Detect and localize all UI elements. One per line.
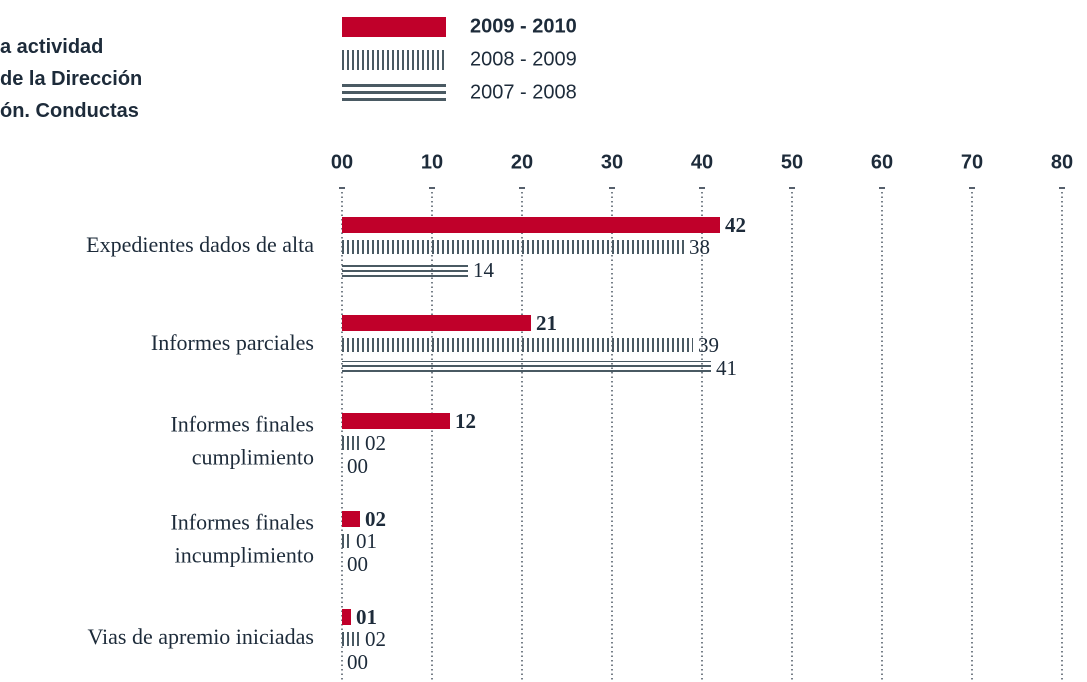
legend-label: 2009 - 2010	[470, 15, 577, 37]
bar	[342, 263, 468, 277]
x-tick-label: 80	[1051, 151, 1073, 173]
category-label: Vias de apremio iniciadas	[87, 624, 314, 649]
bar	[342, 609, 351, 625]
bar	[342, 413, 450, 429]
value-label: 21	[536, 311, 557, 335]
bar	[342, 240, 684, 254]
legend-swatch	[342, 50, 446, 70]
bar	[342, 534, 351, 548]
bar	[342, 632, 360, 646]
value-label: 02	[365, 431, 386, 455]
value-label: 38	[689, 235, 710, 259]
x-tick-label: 30	[601, 151, 623, 173]
value-label: 39	[698, 333, 719, 357]
value-label: 00	[347, 454, 368, 478]
value-label: 02	[365, 507, 386, 531]
x-tick-label: 10	[421, 151, 443, 173]
category-label: Expedientes dados de alta	[86, 232, 314, 257]
category-label: Informes finales incumplimiento	[170, 510, 314, 568]
category-label: Informes finales cumplimiento	[170, 412, 314, 470]
value-label: 01	[356, 529, 377, 553]
value-label: 14	[473, 258, 495, 282]
bar	[342, 361, 711, 375]
value-label: 42	[725, 213, 746, 237]
bar	[342, 217, 720, 233]
value-label: 12	[455, 409, 476, 433]
value-label: 41	[716, 356, 737, 380]
bar	[342, 436, 360, 450]
bar	[342, 511, 360, 527]
legend-label: 2008 - 2009	[470, 48, 577, 70]
bar	[342, 338, 693, 352]
legend-swatch	[342, 84, 446, 101]
legend-swatch	[342, 17, 446, 37]
bar	[342, 315, 531, 331]
x-tick-label: 60	[871, 151, 893, 173]
value-label: 02	[365, 627, 386, 651]
x-tick-label: 00	[331, 151, 353, 173]
x-tick-label: 40	[691, 151, 713, 173]
value-label: 00	[347, 650, 368, 674]
chart-title: a actividad de la Dirección ón. Conductas	[0, 36, 142, 122]
x-tick-label: 50	[781, 151, 803, 173]
value-label: 00	[347, 552, 368, 576]
legend-label: 2007 - 2008	[470, 81, 577, 103]
category-label: Informes parciales	[151, 330, 314, 355]
x-tick-label: 20	[511, 151, 533, 173]
x-tick-label: 70	[961, 151, 983, 173]
value-label: 01	[356, 605, 377, 629]
